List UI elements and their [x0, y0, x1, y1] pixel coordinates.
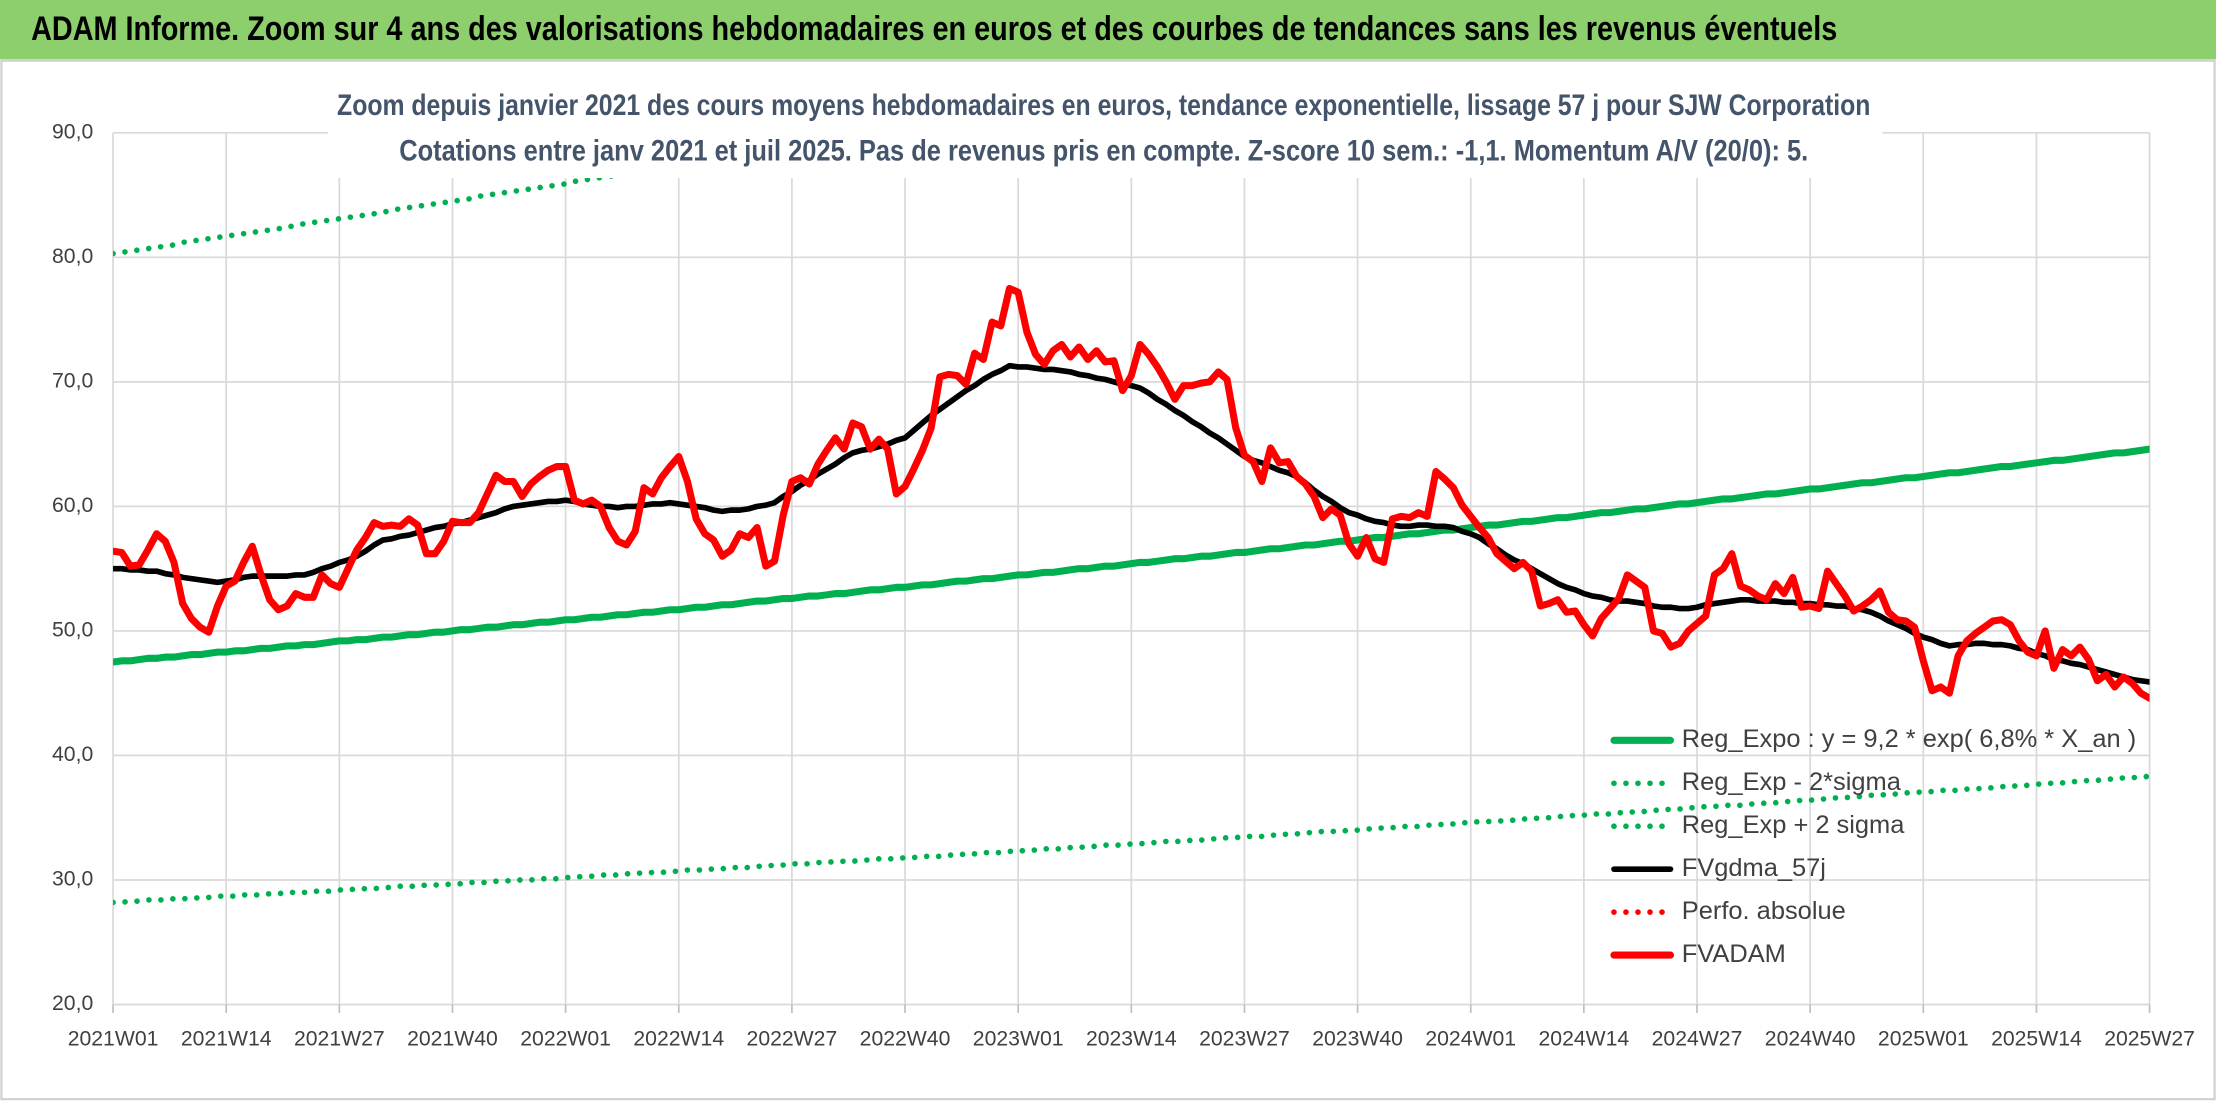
subtitle-background: [327, 84, 1883, 179]
legend-label: Reg_Expo : y = 9,2 * exp( 6,8% * X_an ): [1682, 725, 2136, 753]
legend-label: Perfo. absolue: [1682, 897, 1846, 925]
x-tick-label: 2023W01: [973, 1027, 1064, 1050]
x-tick-label: 2022W01: [520, 1027, 611, 1050]
y-tick-label: 20,0: [52, 992, 93, 1015]
x-tick-label: 2021W01: [68, 1027, 159, 1050]
x-tick-label: 2022W27: [747, 1027, 838, 1050]
x-tick-label: 2024W27: [1652, 1027, 1743, 1050]
subtitle-line: Zoom depuis janvier 2021 des cours moyen…: [337, 89, 1870, 122]
title-bar: [0, 0, 2216, 60]
x-tick-label: 2023W14: [1086, 1027, 1177, 1050]
series-line: [113, 445, 2150, 666]
y-tick-label: 40,0: [52, 743, 93, 766]
x-tick-label: 2024W01: [1425, 1027, 1516, 1050]
legend-label: Reg_Exp - 2*sigma: [1682, 768, 1902, 796]
x-tick-label: 2025W14: [1991, 1027, 2082, 1050]
series-line: [113, 284, 2150, 702]
x-tick-label: 2024W14: [1539, 1027, 1630, 1050]
x-tick-label: 2022W14: [633, 1027, 724, 1050]
series-line: [113, 773, 2150, 906]
x-tick-label: 2025W01: [1878, 1027, 1969, 1050]
chart-title: ADAM Informe. Zoom sur 4 ans des valoris…: [31, 10, 1837, 48]
y-tick-label: 60,0: [52, 494, 93, 517]
y-tick-label: 70,0: [52, 369, 93, 392]
legend-label: FVADAM: [1682, 940, 1786, 968]
x-tick-label: 2022W40: [860, 1027, 951, 1050]
y-tick-label: 30,0: [52, 868, 93, 891]
y-tick-label: 50,0: [52, 619, 93, 642]
y-tick-label: 80,0: [52, 245, 93, 268]
x-tick-label: 2021W40: [407, 1027, 498, 1050]
x-tick-label: 2025W27: [2104, 1027, 2195, 1050]
y-tick-label: 90,0: [52, 120, 93, 143]
x-tick-label: 2023W40: [1312, 1027, 1403, 1050]
x-tick-label: 2021W14: [181, 1027, 272, 1050]
x-tick-label: 2024W40: [1765, 1027, 1856, 1050]
x-tick-label: 2023W27: [1199, 1027, 1290, 1050]
legend: Reg_Expo : y = 9,2 * exp( 6,8% * X_an ) R…: [1610, 725, 2136, 968]
subtitle-box: Zoom depuis janvier 2021 des cours moyen…: [327, 84, 1883, 179]
series-group: [113, 132, 2150, 906]
legend-label: Reg_Exp + 2 sigma: [1682, 811, 1905, 839]
x-tick-label: 2021W27: [294, 1027, 385, 1050]
subtitle-line: Cotations entre janv 2021 et juil 2025. …: [399, 134, 1808, 167]
chart-frame: [0, 59, 2216, 1101]
legend-label: FVgdma_57j: [1682, 854, 1826, 882]
